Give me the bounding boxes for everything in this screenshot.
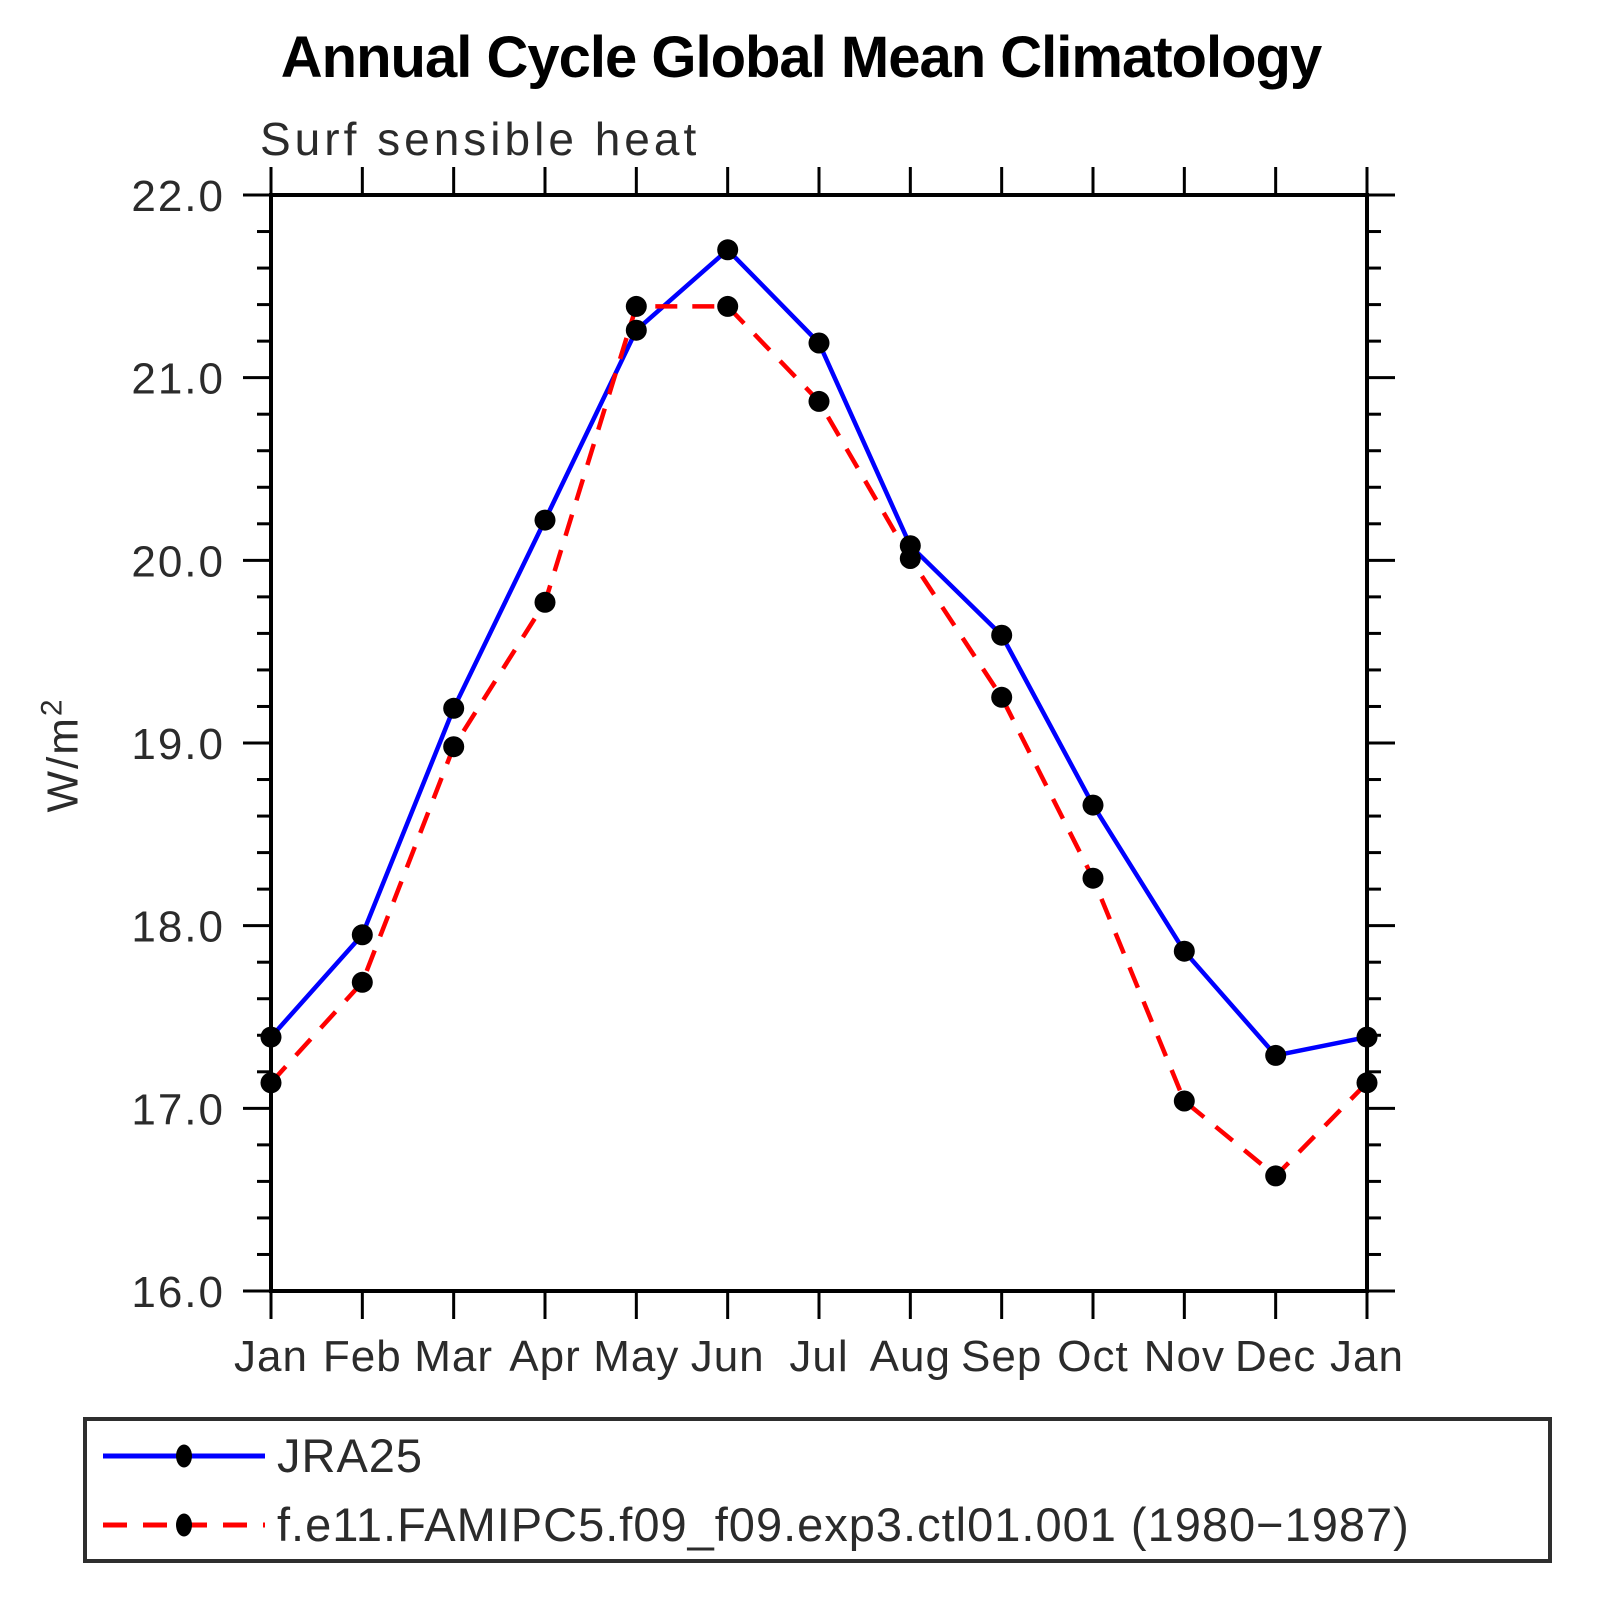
axis-frame [269, 193, 1369, 1293]
series-line-jra25 [269, 247, 1368, 1058]
x-tick-label: Feb [323, 1332, 402, 1381]
data-point-jra25 [443, 697, 465, 719]
data-point-model [808, 390, 830, 412]
y-tick-label: 19.0 [131, 720, 225, 769]
data-point-model [260, 1072, 282, 1094]
data-point-jra25 [1265, 1044, 1287, 1066]
legend-label-model: f.e11.FAMIPC5.f09_f09.exp3.ctl01.001 (19… [277, 1498, 1410, 1551]
legend-item-jra25: JRA25 [87, 1421, 1548, 1490]
chart-subtitle: Surf sensible heat [260, 113, 701, 165]
series-line-model [269, 304, 1369, 1179]
data-point-jra25 [1173, 940, 1195, 962]
y-tick-label: 20.0 [131, 537, 225, 586]
y-tick-label: 21.0 [131, 355, 225, 404]
data-point-model [1356, 1072, 1378, 1094]
x-tick-label: Apr [509, 1332, 580, 1381]
x-tick-label: Jun [691, 1332, 765, 1381]
data-point-model [717, 295, 739, 317]
data-point-model [443, 736, 465, 758]
data-point-jra25 [991, 624, 1013, 646]
data-point-jra25 [351, 924, 373, 946]
x-tick-label: Aug [870, 1332, 951, 1381]
data-point-model [1265, 1165, 1287, 1187]
data-point-model [1173, 1090, 1195, 1112]
y-tick-label: 16.0 [131, 1268, 225, 1317]
legend-label-jra25: JRA25 [277, 1429, 424, 1482]
y-tick-label: 17.0 [131, 1085, 225, 1134]
data-point-jra25 [1356, 1026, 1378, 1048]
data-point-jra25 [625, 319, 647, 341]
legend-item-model: f.e11.FAMIPC5.f09_f09.exp3.ctl01.001 (19… [87, 1490, 1548, 1559]
y-tick-label: 18.0 [131, 903, 225, 952]
data-point-jra25 [1082, 794, 1104, 816]
x-tick-label: Jan [234, 1332, 308, 1381]
data-point-model [991, 686, 1013, 708]
legend-dashed-line-marker-icon [103, 1513, 265, 1536]
data-point-model [899, 548, 921, 569]
x-tick-label: Oct [1057, 1332, 1128, 1381]
x-tick-label: Sep [961, 1332, 1042, 1381]
data-point-model [1082, 867, 1104, 889]
legend-solid-line-marker-icon [103, 1444, 265, 1467]
legend: JRA25 f.e11.FAMIPC5.f09_f09.exp3.ctl01.0… [83, 1417, 1552, 1563]
data-point-jra25 [260, 1026, 282, 1048]
data-point-jra25 [717, 239, 739, 261]
x-tick-label: Dec [1235, 1332, 1316, 1381]
data-point-model [625, 295, 647, 317]
x-tick-label: May [593, 1332, 679, 1381]
x-tick-label: Nov [1144, 1332, 1225, 1381]
data-point-jra25 [808, 332, 830, 354]
x-tick-label: Jan [1330, 1332, 1404, 1381]
chart-title: Annual Cycle Global Mean Climatology [280, 25, 1322, 90]
data-point-jra25 [534, 509, 556, 531]
data-point-model [534, 591, 556, 613]
y-tick-label: 22.0 [131, 172, 225, 221]
x-tick-label: Mar [414, 1332, 493, 1381]
x-tick-label: Jul [789, 1332, 848, 1381]
data-point-model [351, 971, 373, 993]
